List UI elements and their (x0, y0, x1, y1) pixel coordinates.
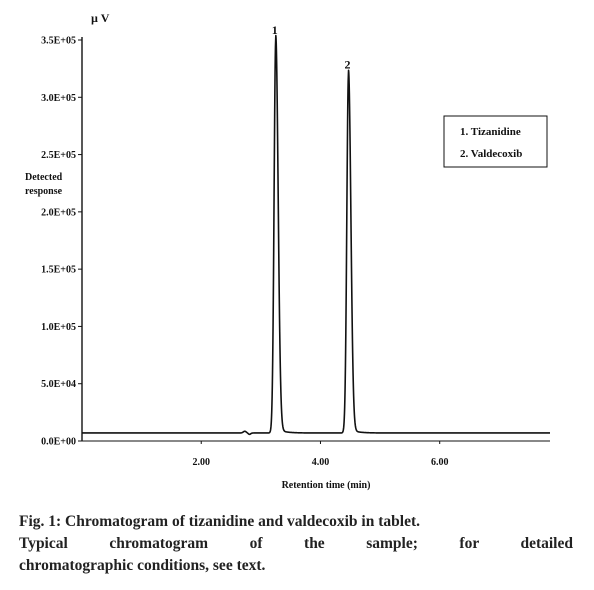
y-axis-label-line1: Detected (25, 172, 63, 183)
y-tick-label: 3.5E+05 (41, 36, 76, 47)
caption-line-1: Fig. 1: Chromatogram of tizanidine and v… (19, 513, 420, 530)
x-tick-group: 2.00 4.00 6.00 (192, 441, 448, 468)
caption-line-2: Typical chromatogram of the sample; for … (19, 535, 573, 552)
peak-label-1: 1 (272, 23, 278, 37)
x-tick-label: 2.00 (192, 457, 210, 468)
x-tick-label: 6.00 (431, 457, 449, 468)
y-tick-label: 3.0E+05 (41, 93, 76, 104)
unit-label: µ V (91, 11, 110, 25)
legend: 1. Tizanidine 2. Valdecoxib (443, 115, 548, 168)
caption-line-3: chromatographic conditions, see text. (19, 557, 266, 574)
y-tick-label: 5.0E+04 (41, 379, 76, 390)
legend-entry-tizanidine: 1. Tizanidine (460, 126, 521, 138)
peak-label-group: 12 (272, 23, 351, 71)
x-axis-label: Retention time (min) (282, 480, 371, 491)
y-tick-label: 2.0E+05 (41, 207, 76, 218)
y-tick-label: 1.0E+05 (41, 322, 76, 333)
y-tick-label: 1.5E+05 (41, 265, 76, 276)
chromatogram-chart: µ V Detected response 0.0E+00 5.0E+04 1.0E… (25, 11, 551, 491)
y-tick-label: 0.0E+00 (41, 437, 76, 448)
peak-label-2: 2 (344, 57, 350, 71)
y-tick-label: 2.5E+05 (41, 150, 76, 161)
legend-box (443, 115, 548, 168)
figure-caption: Fig. 1: Chromatogram of tizanidine and v… (19, 511, 573, 577)
x-tick-label: 4.00 (312, 457, 330, 468)
y-axis-label-line2: response (25, 186, 63, 197)
chromatogram-trace (81, 34, 551, 436)
y-tick-group: 0.0E+00 5.0E+04 1.0E+05 1.5E+05 2.0E+05 2.5E+… (41, 36, 82, 448)
legend-entry-valdecoxib: 2. Valdecoxib (460, 148, 522, 160)
